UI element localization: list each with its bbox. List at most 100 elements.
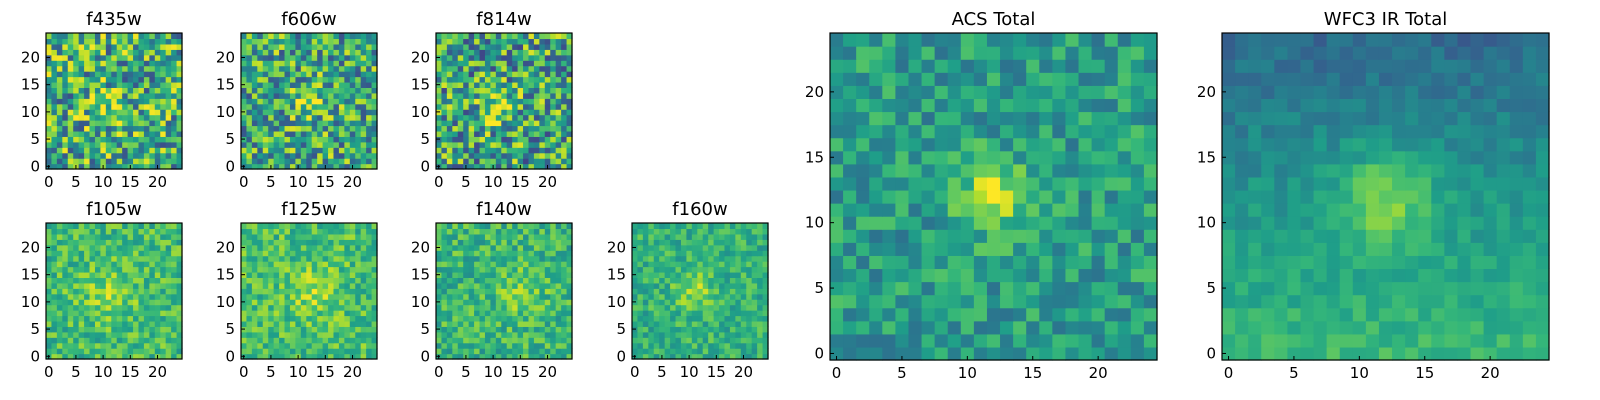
heatmap-cell (484, 310, 491, 317)
heatmap-cell (133, 103, 140, 110)
heatmap-cell (670, 261, 677, 268)
heatmap-cell (1052, 137, 1067, 152)
heatmap-cell (46, 282, 53, 289)
heatmap-cell (490, 250, 497, 257)
heatmap-cell (757, 288, 764, 295)
heatmap-cell (686, 250, 693, 257)
heatmap-cell (446, 76, 453, 83)
heatmap-cell (371, 49, 378, 56)
heatmap-cell (512, 239, 519, 246)
heatmap-cell (561, 163, 568, 170)
heatmap-cell (306, 136, 313, 143)
heatmap-cell (484, 277, 491, 284)
heatmap-cell (111, 304, 118, 311)
heatmap-cell (360, 331, 367, 338)
heatmap-cell (637, 337, 644, 344)
heatmap-cell (149, 49, 156, 56)
heatmap-cell (947, 307, 962, 322)
heatmap-cell (452, 152, 459, 159)
heatmap-cell (89, 320, 96, 327)
heatmap-cell (452, 158, 459, 165)
heatmap-cell (122, 163, 129, 170)
heatmap-cell (328, 71, 335, 78)
heatmap-cell (561, 141, 568, 148)
heatmap-cell (273, 310, 280, 317)
y-tick-label: 5 (420, 320, 430, 338)
heatmap-cell (490, 310, 497, 317)
heatmap-cell (561, 250, 568, 257)
heatmap-cell (708, 261, 715, 268)
heatmap-cell (506, 304, 513, 311)
heatmap-cell (333, 158, 340, 165)
heatmap-cell (289, 293, 296, 300)
heatmap-cell (268, 239, 275, 246)
heatmap-cell (555, 288, 562, 295)
heatmap-cell (550, 353, 557, 360)
heatmap-cell (94, 331, 101, 338)
heatmap-cell (300, 33, 307, 40)
heatmap-cell (550, 288, 557, 295)
heatmap-cell (328, 109, 335, 116)
heatmap-cell (241, 288, 248, 295)
heatmap-cell (506, 266, 513, 273)
heatmap-cell (544, 76, 551, 83)
heatmap-cell (544, 239, 551, 246)
heatmap-cell (457, 76, 464, 83)
heatmap-cell (479, 223, 486, 230)
heatmap-cell (84, 76, 91, 83)
heatmap-cell (322, 228, 329, 235)
heatmap-cell (78, 228, 85, 235)
heatmap-cell (241, 315, 248, 322)
heatmap-cell (257, 130, 264, 137)
heatmap-cell (89, 71, 96, 78)
heatmap-cell (165, 277, 172, 284)
heatmap-cell (257, 326, 264, 333)
heatmap-cell (1143, 203, 1158, 217)
heatmap-cell (105, 244, 112, 251)
heatmap-cell (160, 310, 167, 317)
heatmap-cell (452, 239, 459, 246)
heatmap-cell (160, 223, 167, 230)
heatmap-cell (697, 353, 704, 360)
heatmap-cell (452, 38, 459, 45)
heatmap-cell (268, 141, 275, 148)
heatmap-cell (67, 158, 74, 165)
heatmap-cell (344, 76, 351, 83)
heatmap-cell (360, 228, 367, 235)
heatmap-cell (300, 141, 307, 148)
heatmap-cell (757, 250, 764, 257)
heatmap-cell (653, 223, 660, 230)
heatmap-cell (544, 114, 551, 121)
heatmap-cell (637, 299, 644, 306)
heatmap-cell (143, 271, 150, 278)
heatmap-cell (241, 60, 248, 67)
heatmap-cell (1078, 150, 1093, 165)
heatmap-cell (517, 136, 524, 143)
heatmap-cell (300, 109, 307, 116)
heatmap-cell (539, 261, 546, 268)
x-tick-label: 5 (266, 173, 276, 191)
heatmap-cell (295, 81, 302, 88)
heatmap-cell (856, 333, 870, 348)
heatmap-cell (1000, 333, 1014, 348)
heatmap-cell (495, 244, 502, 251)
heatmap-cell (441, 65, 448, 72)
heatmap-cell (724, 266, 731, 273)
heatmap-cell (300, 250, 307, 257)
heatmap-cell (138, 92, 145, 99)
heatmap-cell (84, 331, 91, 338)
heatmap-cell (165, 60, 172, 67)
heatmap-cell (501, 310, 508, 317)
heatmap-cell (659, 348, 666, 355)
heatmap-cell (133, 348, 140, 355)
heatmap-cell (680, 299, 687, 306)
heatmap-cell (306, 239, 313, 246)
heatmap-cell (512, 266, 519, 273)
heatmap-cell (724, 342, 731, 349)
heatmap-cell (436, 60, 443, 67)
heatmap-cell (484, 81, 491, 88)
heatmap-cell (94, 98, 101, 105)
heatmap-cell (360, 320, 367, 327)
heatmap-cell (46, 342, 53, 349)
heatmap-cell (637, 244, 644, 251)
